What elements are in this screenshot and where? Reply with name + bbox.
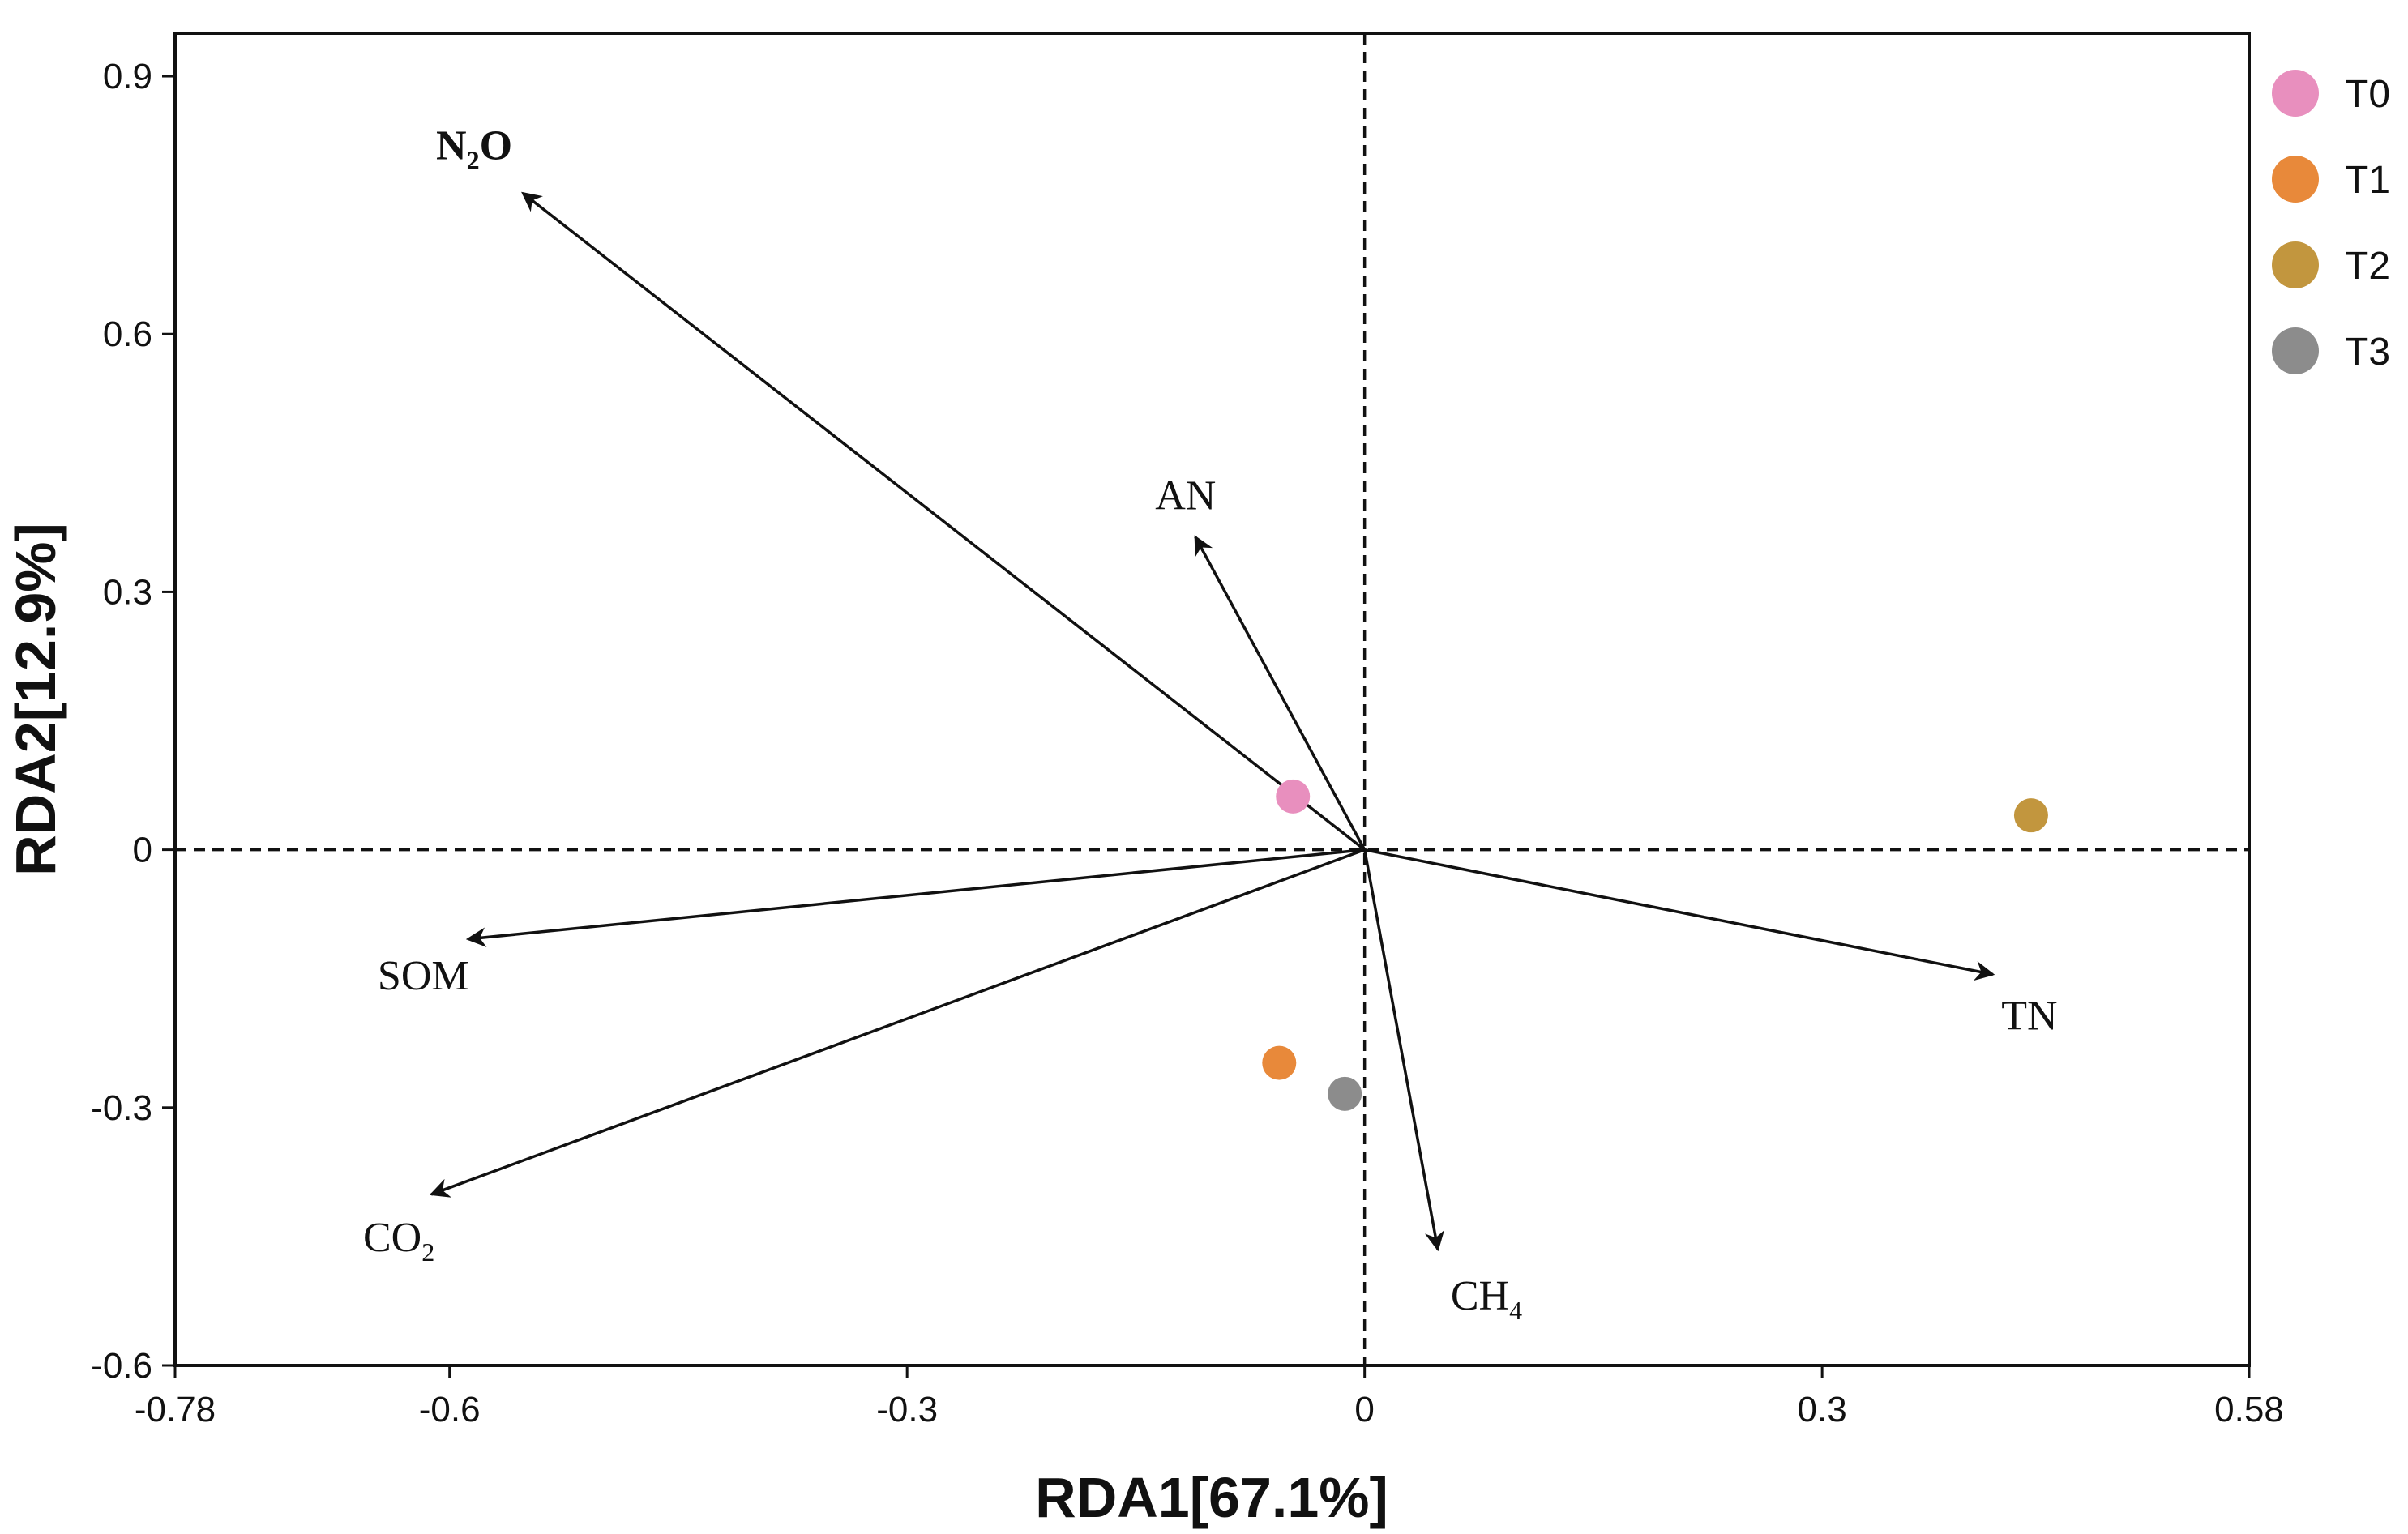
legend: T0 T1 T2 T3 [2272, 70, 2390, 374]
x-tick-label: 0.3 [1798, 1390, 1847, 1429]
vector-label-base: TN [2001, 993, 2057, 1039]
x-tick-label: 0.58 [2214, 1390, 2284, 1429]
vector-label-base: AN [1155, 473, 1216, 519]
legend-swatch-t2 [2272, 241, 2319, 288]
y-tick-label: 0.6 [103, 314, 152, 354]
y-tick-label: 0 [133, 831, 152, 870]
y-tick-label: 0.9 [103, 57, 152, 96]
point-t3 [1328, 1076, 1362, 1111]
x-tick-label: -0.78 [135, 1390, 216, 1429]
vector-n2o-label: N2O [436, 122, 512, 174]
vector-co2-label: CO2 [363, 1215, 434, 1267]
legend-label-t3: T3 [2345, 331, 2390, 374]
y-tick-label: -0.6 [91, 1346, 152, 1386]
vector-n2o-arrow [521, 191, 1366, 851]
sample-points [1262, 779, 2048, 1111]
vector-label-base: CH [1451, 1273, 1509, 1319]
vector-an-arrow [1194, 535, 1367, 851]
x-axis-title: RDA1[67.1%] [1035, 1466, 1388, 1529]
legend-label-t2: T2 [2345, 245, 2390, 288]
legend-label-t0: T0 [2345, 73, 2390, 116]
vector-ch4-arrow [1362, 849, 1445, 1252]
point-t0 [1276, 779, 1311, 814]
legend-swatch-t3 [2272, 327, 2319, 374]
zero-lines [175, 33, 2249, 1365]
y-axis-title: RDA2[12.9%] [4, 523, 67, 876]
y-tick-label: 0.3 [103, 572, 152, 612]
x-axis: -0.78 -0.6 -0.3 0 0.3 0.58 [135, 1365, 2284, 1429]
vector-label-base: CO [363, 1215, 421, 1261]
x-tick-label: -0.3 [876, 1390, 938, 1429]
y-tick-label: -0.3 [91, 1088, 152, 1128]
point-t1 [1262, 1045, 1297, 1080]
vector-label-base: N [436, 122, 467, 169]
vector-label-subscript: 4 [1509, 1296, 1522, 1325]
vector-som-arrow [465, 848, 1365, 947]
vector-co2-arrow [429, 848, 1366, 1198]
point-t2 [2013, 798, 2048, 833]
x-tick-label: 0 [1354, 1390, 1374, 1429]
legend-swatch-t1 [2272, 156, 2319, 203]
legend-label-t1: T1 [2345, 159, 2390, 202]
plot-frame [173, 32, 2251, 1367]
vector-label-base: SOM [378, 953, 469, 999]
vector-label-subscript: 2 [421, 1237, 434, 1267]
y-axis: 0.9 0.6 0.3 0 -0.3 -0.6 [91, 57, 175, 1386]
vector-tn-arrow [1364, 848, 1995, 981]
vector-tn-label: TN [2001, 993, 2057, 1039]
vector-label-tail: O [480, 122, 512, 169]
vector-som-label: SOM [378, 953, 469, 999]
vector-label-subscript: 2 [467, 145, 480, 174]
vector-an-label: AN [1155, 473, 1216, 519]
x-tick-label: -0.6 [419, 1390, 481, 1429]
legend-swatch-t0 [2272, 70, 2319, 117]
vector-ch4-label: CH4 [1451, 1273, 1522, 1325]
